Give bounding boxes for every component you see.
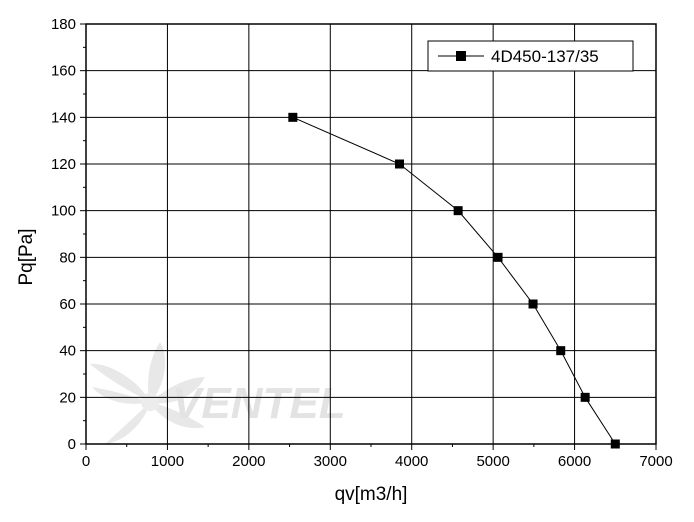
x-tick-label: 2000 — [232, 453, 265, 470]
grid-lines — [86, 24, 656, 444]
legend: 4D450-137/35 — [427, 40, 634, 72]
data-point — [580, 392, 590, 402]
data-point — [288, 112, 298, 122]
x-tick-label: 3000 — [314, 453, 347, 470]
x-tick-label: 7000 — [639, 453, 672, 470]
watermark: VENTEL — [90, 342, 346, 444]
data-point — [395, 159, 404, 169]
y-tick-label: 40 — [59, 343, 76, 360]
y-tick-label: 60 — [59, 296, 76, 313]
x-tick-label: 4000 — [395, 453, 428, 470]
axes — [80, 23, 657, 450]
y-tick-label: 20 — [59, 389, 76, 406]
y-axis-title: Pq[Pa] — [16, 228, 37, 285]
series-line — [292, 116, 616, 445]
series — [288, 112, 620, 449]
data-point — [453, 206, 463, 216]
legend-label: 4D450-137/35 — [491, 47, 599, 66]
data-point — [610, 439, 620, 449]
data-point — [493, 252, 503, 262]
y-tick-label: 0 — [68, 436, 76, 453]
y-tick-label: 140 — [51, 109, 76, 126]
data-point — [528, 299, 538, 309]
y-tick-label: 80 — [59, 249, 76, 266]
x-tick-label: 1000 — [151, 453, 184, 470]
y-tick-label: 160 — [51, 63, 76, 80]
x-tick-label: 0 — [82, 453, 90, 470]
y-tick-label: 120 — [51, 156, 76, 173]
y-tick-label: 180 — [51, 16, 76, 33]
watermark-text: VENTEL — [172, 379, 346, 428]
y-tick-label: 100 — [51, 203, 76, 220]
data-point — [556, 346, 566, 356]
x-tick-label: 5000 — [476, 453, 509, 470]
x-tick-label: 6000 — [558, 453, 591, 470]
x-axis-title: qv[m3/h] — [335, 484, 408, 505]
tick-labels: 0 1000 2000 3000 4000 5000 6000 7000 0 20 40 60 80 10… — [51, 16, 673, 470]
legend-marker — [456, 51, 466, 61]
